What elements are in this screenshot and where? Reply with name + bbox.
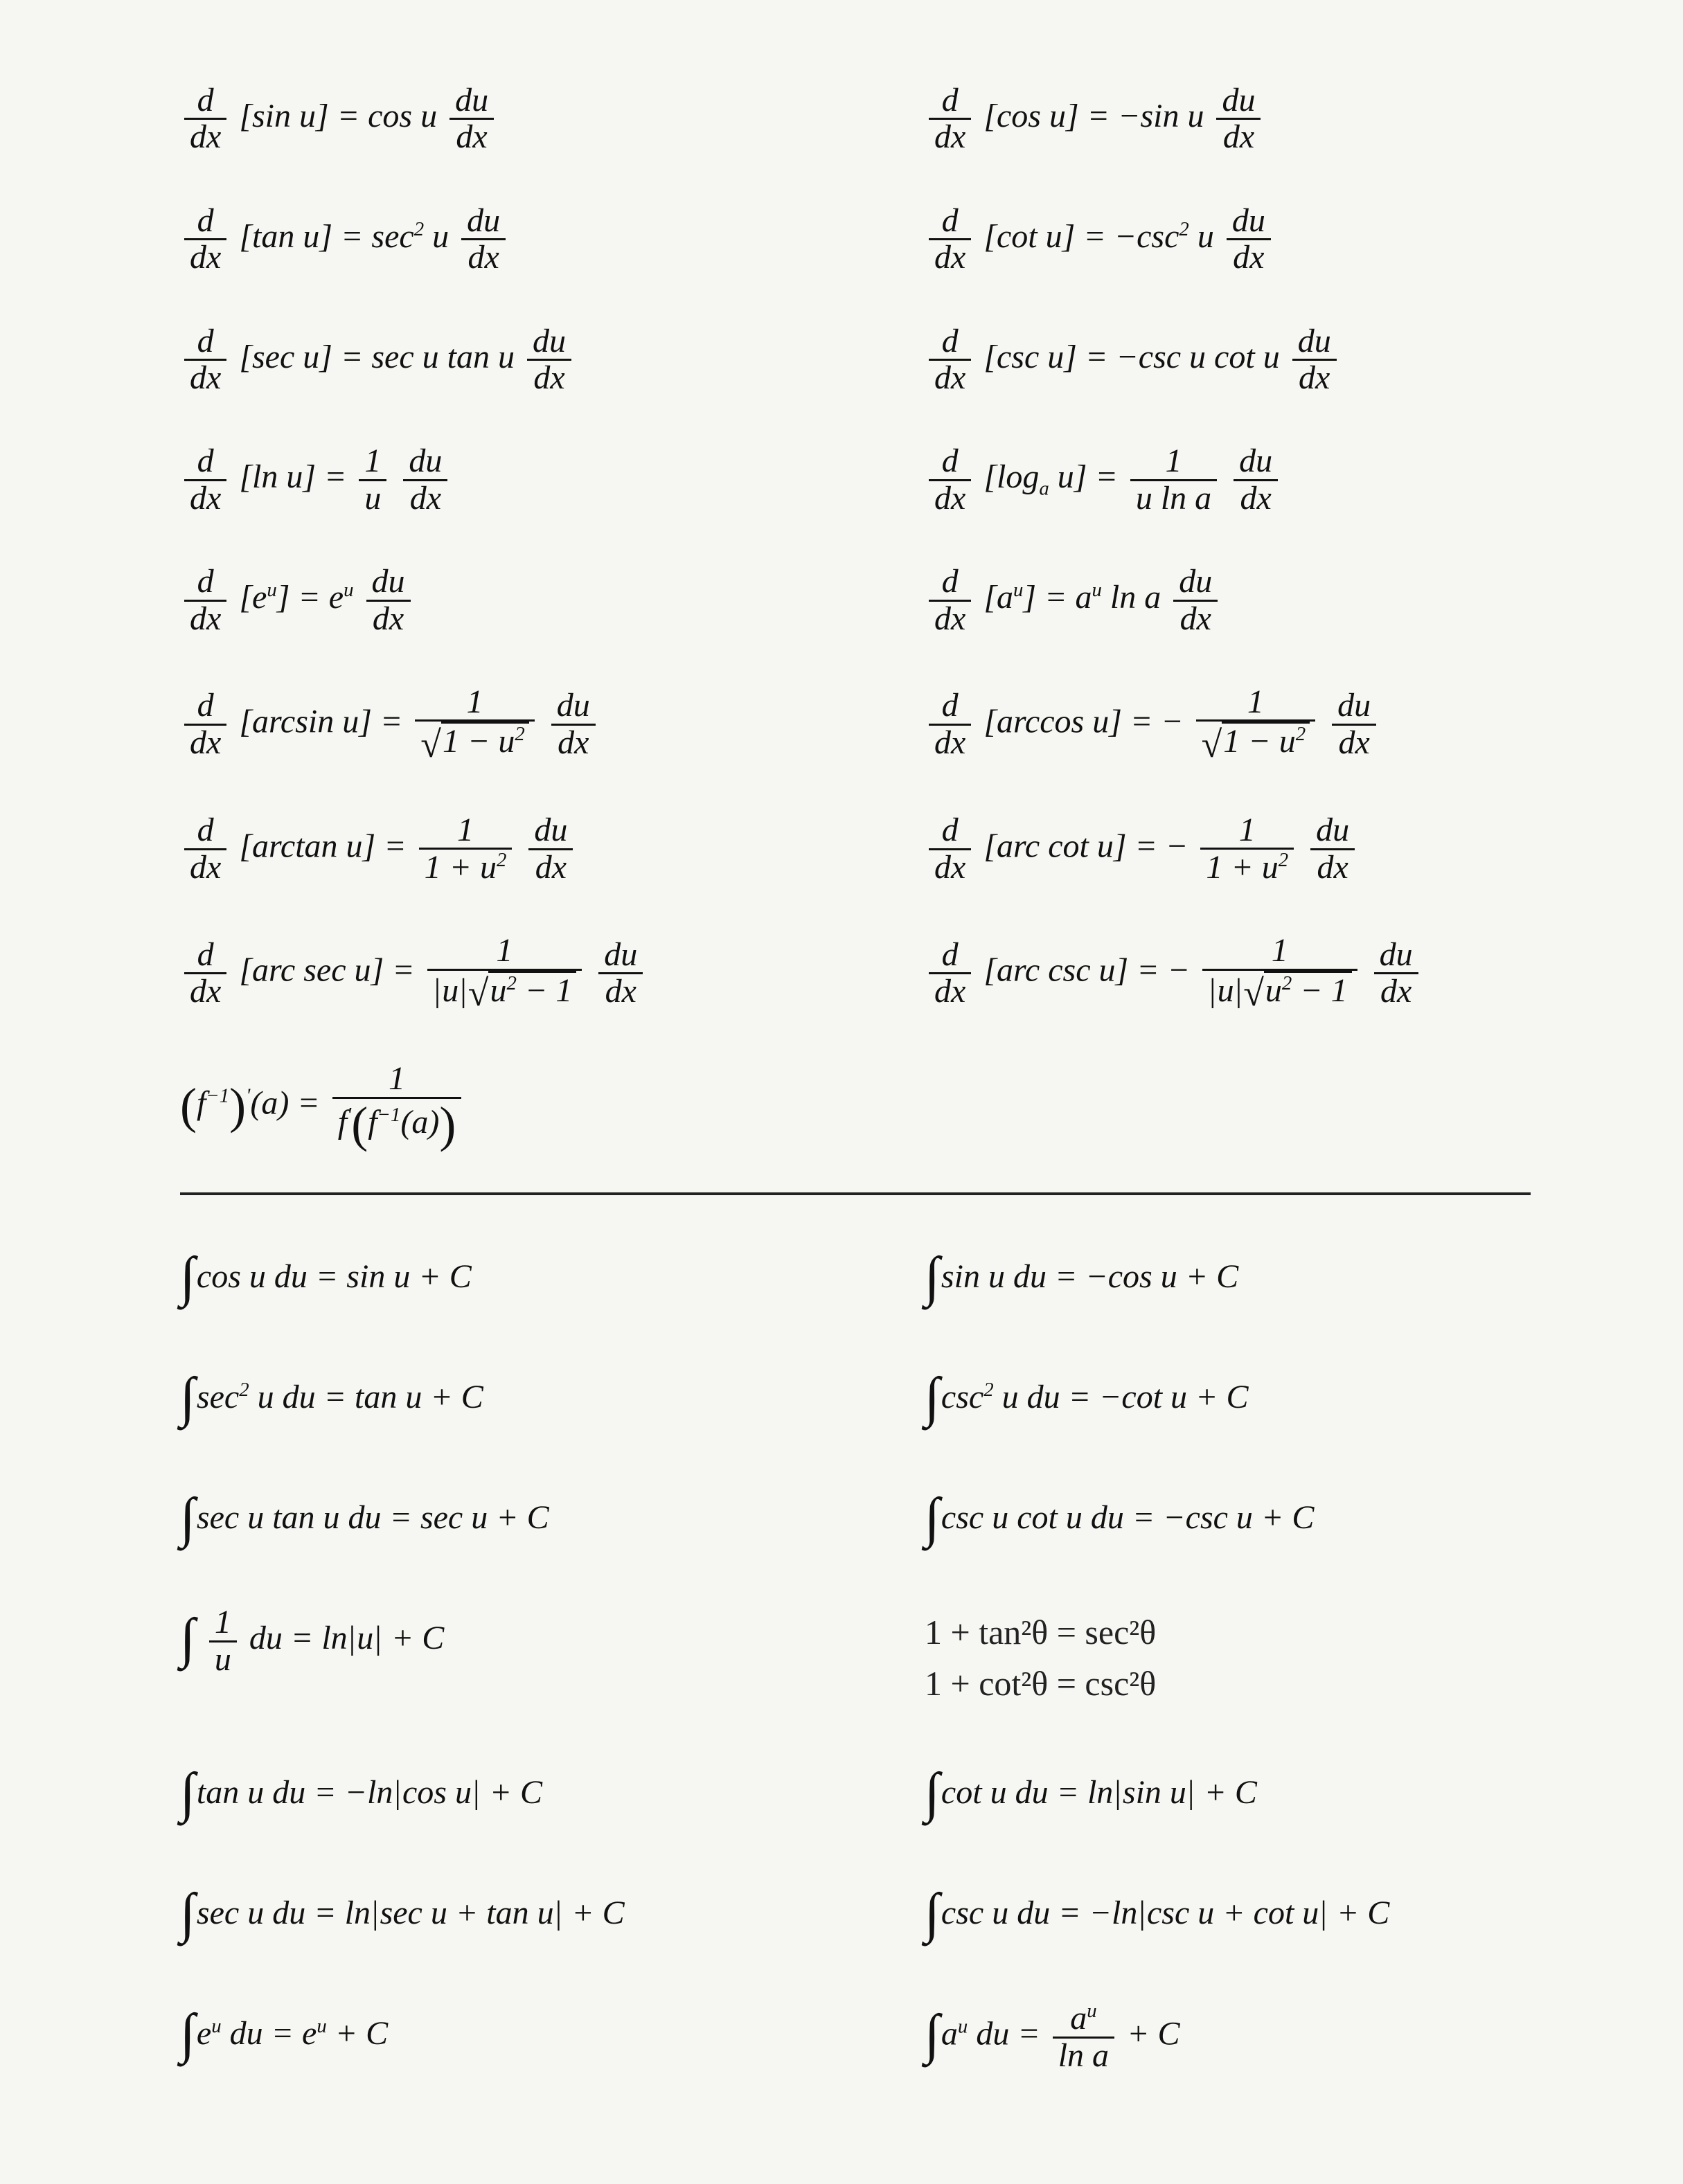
deriv-loga: ddx [loga u] = 1u ln a dudx (925, 444, 1531, 516)
handwritten-line-1: 1 + tan²θ = sec²θ (925, 1609, 1531, 1656)
deriv-csc: ddx [csc u] = −csc u cot u dudx (925, 324, 1531, 396)
deriv-au: ddx [au] = au ln a dudx (925, 564, 1531, 636)
int-sec2: ∫sec2 u du = tan u + C (180, 1364, 786, 1436)
deriv-ln: ddx [ln u] = 1u dudx (180, 444, 786, 516)
deriv-arcsec: ddx [arc sec u] = 1u√u2 − 1 dudx (180, 933, 786, 1013)
int-tan: ∫tan u du = −lncos u + C (180, 1760, 786, 1832)
deriv-tan: ddx [tan u] = sec2 u dudx (180, 204, 786, 276)
handwritten-line-2: 1 + cot²θ = csc²θ (925, 1661, 1531, 1708)
int-csc2: ∫csc2 u du = −cot u + C (925, 1364, 1531, 1436)
deriv-arccsc: ddx [arc csc u] = − 1u√u2 − 1 dudx (925, 933, 1531, 1013)
deriv-cot: ddx [cot u] = −csc2 u dudx (925, 204, 1531, 276)
deriv-eu: ddx [eu] = eu dudx (180, 564, 786, 636)
handwritten-identities: 1 + tan²θ = sec²θ 1 + cot²θ = csc²θ (925, 1605, 1531, 1711)
deriv-inverse-function: (f−1)'(a) = 1 f'(f−1(a)) (180, 1062, 786, 1151)
int-sec: ∫sec u du = lnsec u + tan u + C (180, 1880, 786, 1952)
deriv-sin: ddx [sin u] = cos u dudx (180, 83, 786, 155)
deriv-arcsin: ddx [arcsin u] = 1√1 − u2 dudx (180, 685, 786, 764)
deriv-cos: ddx [cos u] = −sin u dudx (925, 83, 1531, 155)
int-cos: ∫cos u du = sin u + C (180, 1244, 786, 1316)
deriv-arccot: ddx [arc cot u] = − 11 + u2 dudx (925, 813, 1531, 886)
deriv-arccos: ddx [arccos u] = − 1√1 − u2 dudx (925, 685, 1531, 764)
int-eu: ∫eu du = eu + C (180, 2000, 786, 2073)
int-csccot: ∫csc u cot u du = −csc u + C (925, 1485, 1531, 1557)
section-divider (180, 1192, 1531, 1195)
integrals-section: ∫cos u du = sin u + C ∫sin u du = −cos u… (180, 1244, 1531, 2073)
deriv-sec: ddx [sec u] = sec u tan u dudx (180, 324, 786, 396)
int-sin: ∫sin u du = −cos u + C (925, 1244, 1531, 1316)
int-csc: ∫csc u du = −lncsc u + cot u + C (925, 1880, 1531, 1952)
derivatives-section: ddx [sin u] = cos u dudx ddx [cos u] = −… (180, 83, 1531, 1151)
int-cot: ∫cot u du = lnsin u + C (925, 1760, 1531, 1832)
deriv-arctan: ddx [arctan u] = 11 + u2 dudx (180, 813, 786, 886)
formula-sheet: ddx [sin u] = cos u dudx ddx [cos u] = −… (0, 0, 1683, 2184)
int-sectan: ∫sec u tan u du = sec u + C (180, 1485, 786, 1557)
int-au: ∫au du = auln a + C (925, 2000, 1531, 2073)
int-1overu: ∫ 1u du = lnu + C (180, 1605, 786, 1711)
